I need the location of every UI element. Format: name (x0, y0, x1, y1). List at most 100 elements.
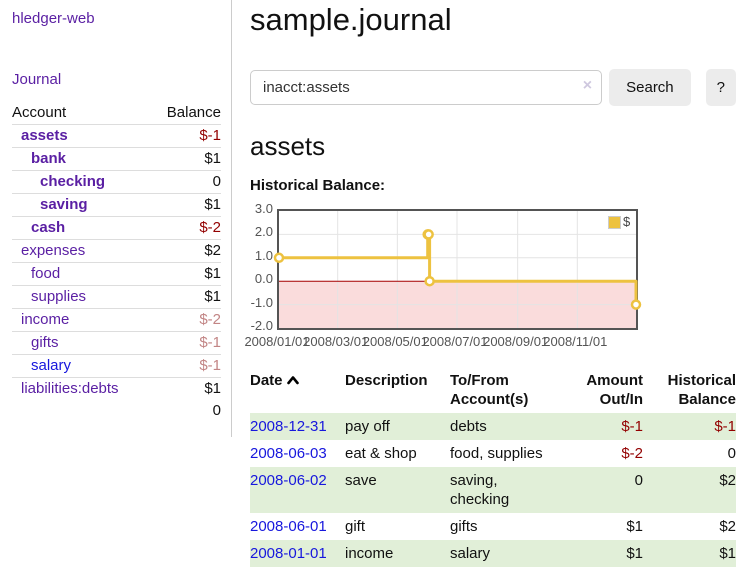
legend-swatch-icon (608, 216, 621, 229)
sidebar-account-row: expenses $2 (12, 239, 221, 263)
y-tick-label: 1.0 (254, 247, 273, 263)
y-tick-label: -2.0 (250, 318, 273, 333)
sidebar-item-journal[interactable]: Journal (12, 71, 62, 88)
x-tick-label: 2008/09/01 (483, 334, 549, 349)
register-table: Date Description To/From Account(s) Amou… (250, 367, 736, 567)
register-amount-cell: $1 (626, 518, 643, 535)
transaction-date-link[interactable]: 2008-01-01 (250, 545, 327, 562)
register-row: 2008-12-31 pay off debts $-1 $-1 (250, 413, 736, 440)
sidebar-account-link[interactable]: assets (21, 127, 68, 144)
register-column-balance: Historical Balance (667, 372, 736, 408)
register-row: 2008-06-01 gift gifts $1 $2 (250, 513, 736, 540)
sidebar-account-row: gifts $-1 (12, 331, 221, 355)
sidebar-account-row: saving $1 (12, 193, 221, 217)
register-row: 2008-06-03 eat & shop food, supplies $-2 0 (250, 440, 736, 467)
page-title: sample.journal (250, 2, 452, 37)
register-accounts-cell: debts (450, 413, 565, 440)
search-input[interactable] (250, 69, 603, 105)
brand-link[interactable]: hledger-web (12, 10, 95, 27)
sidebar-total-balance: 0 (212, 402, 221, 419)
register-amount-cell: $-1 (565, 413, 643, 440)
x-tick-label: 2008/03/01 (303, 334, 369, 349)
register-date-cell: 2008-06-02 (250, 467, 345, 513)
y-tick-label: 2.0 (254, 224, 273, 240)
register-description-cell: income (345, 540, 450, 567)
clear-search-icon[interactable]: × (582, 76, 593, 94)
sidebar-account-link[interactable]: supplies (31, 288, 87, 305)
y-tick-label: 3.0 (254, 201, 273, 216)
legend-label: $ (623, 214, 631, 229)
register-balance-cell: $2 (643, 467, 736, 513)
sidebar-account-link[interactable]: liabilities:debts (21, 380, 119, 397)
sidebar-account-balance: $-1 (150, 354, 221, 378)
register-date-cell: 2008-01-01 (250, 540, 345, 567)
sidebar-account-row: checking 0 (12, 170, 221, 194)
register-balance-cell: $1 (643, 540, 736, 567)
sidebar-account-link[interactable]: salary (31, 357, 72, 374)
register-column-description: Description (345, 372, 428, 389)
sidebar-account-balance: $2 (150, 239, 221, 263)
transaction-date-link[interactable]: 2008-06-01 (250, 518, 327, 535)
sidebar: hledger-web Journal Account Balance asse… (0, 0, 232, 437)
register-column-date[interactable]: Date (250, 367, 345, 413)
transaction-date-link[interactable]: 2008-12-31 (250, 418, 327, 435)
sidebar-account-row: assets $-1 (12, 125, 221, 148)
search-button[interactable]: Search (609, 68, 691, 106)
register-row: 2008-01-01 income salary $1 $1 (250, 540, 736, 567)
register-accounts-cell: food, supplies (450, 445, 543, 462)
sidebar-account-link[interactable]: gifts (31, 334, 59, 351)
sidebar-account-row: income $-2 (12, 308, 221, 332)
chart-label: Historical Balance: (250, 177, 386, 194)
register-date-cell: 2008-12-31 (250, 413, 345, 440)
sidebar-account-link[interactable]: checking (40, 173, 106, 190)
sidebar-account-link[interactable]: expenses (21, 242, 86, 259)
sidebar-account-link[interactable]: bank (31, 150, 67, 167)
sidebar-account-link[interactable]: cash (31, 219, 66, 236)
x-tick-label: 2008/11/01 (543, 334, 608, 349)
sidebar-account-row: cash $-2 (12, 216, 221, 240)
register-column-accounts: To/From Account(s) (450, 372, 529, 408)
transaction-date-link[interactable]: 2008-06-03 (250, 445, 327, 462)
sidebar-account-balance: $1 (150, 193, 221, 217)
sidebar-total-row: 0 (12, 400, 221, 422)
x-tick-label: 2008/07/01 (422, 334, 488, 349)
sort-ascending-icon (286, 376, 299, 385)
register-row: 2008-06-02 save saving, checking 0 $2 (250, 467, 736, 513)
register-amount-cell: $1 (565, 540, 643, 567)
sidebar-column-balance: Balance (150, 102, 221, 125)
register-description-cell: gift (345, 518, 366, 535)
chart-plot-area[interactable] (273, 209, 642, 330)
transaction-date-link[interactable]: 2008-06-02 (250, 472, 327, 489)
sidebar-account-row: liabilities:debts $1 (12, 377, 221, 400)
sidebar-account-row: supplies $1 (12, 285, 221, 309)
account-title: assets (250, 131, 326, 161)
main-content: sample.journal × Search ? assets Histori… (244, 0, 736, 567)
register-accounts-cell: salary (450, 540, 565, 567)
sidebar-account-balance: $-2 (150, 308, 221, 332)
register-balance-cell: 0 (727, 445, 736, 462)
historical-balance-chart: 3.0 2.0 1.0 0.0 -1.0 -2.0 2008/01/01 2008/03/0… (244, 201, 736, 353)
sidebar-account-balance: $-2 (150, 216, 221, 240)
sidebar-account-balance: $-1 (150, 331, 221, 355)
sidebar-account-link[interactable]: income (21, 311, 70, 328)
x-tick-label: 2008/05/01 (362, 334, 428, 349)
search-bar: × Search ? (250, 68, 736, 106)
register-balance-cell: $2 (719, 518, 736, 535)
y-tick-label: 0.0 (254, 271, 273, 287)
sidebar-column-account: Account (12, 102, 151, 125)
sidebar-account-row: bank $1 (12, 147, 221, 171)
register-column-amount: Amount Out/In (586, 372, 643, 408)
sidebar-account-balance: $1 (150, 262, 221, 286)
sidebar-account-balance: $1 (150, 285, 221, 309)
register-description-cell: pay off (345, 413, 450, 440)
register-date-cell: 2008-06-01 (250, 513, 345, 540)
sidebar-account-link[interactable]: food (31, 265, 61, 282)
sidebar-account-balance: $1 (150, 147, 221, 171)
y-tick-label: -1.0 (250, 294, 273, 310)
sidebar-account-link[interactable]: saving (40, 196, 88, 213)
x-tick-label: 2008/01/01 (244, 334, 310, 349)
help-button[interactable]: ? (705, 68, 736, 106)
sidebar-account-row: food $1 (12, 262, 221, 286)
register-description-cell: save (345, 467, 450, 513)
register-accounts-cell: saving, checking (450, 467, 565, 513)
